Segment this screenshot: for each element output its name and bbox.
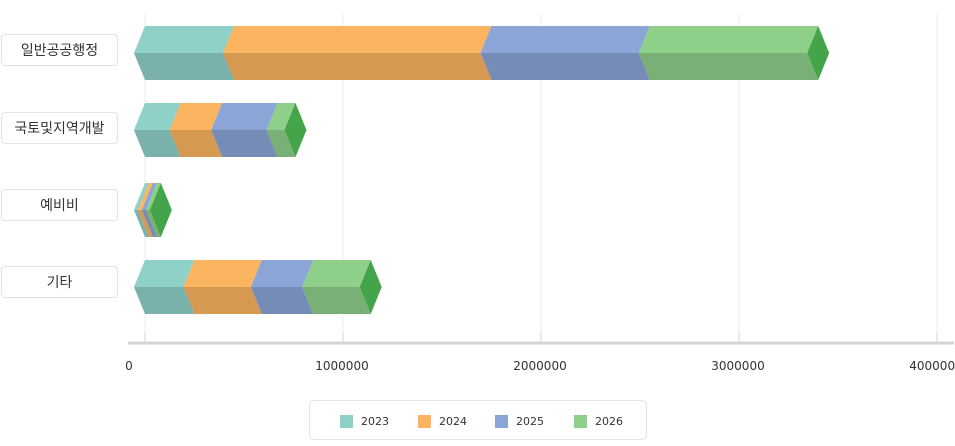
x-tick-label-1: 1000000 (315, 359, 368, 373)
category-label-0: 일반공공행정 (1, 34, 118, 66)
bar-1-2-bottom (211, 130, 278, 157)
bar-2-2-top (141, 183, 157, 210)
legend-swatch-2025 (495, 414, 508, 428)
bar-1-1-top (169, 103, 223, 130)
bar-1-3-bottom (266, 130, 296, 157)
bar-3-3-top (302, 260, 371, 287)
bar-0-end-cap (807, 26, 830, 80)
legend: 2023 2024 2025 2026 (309, 400, 647, 440)
legend-swatch-2023 (340, 414, 353, 428)
category-label-3: 기타 (1, 266, 118, 298)
x-tick-label-4: 4000000 (909, 359, 955, 373)
bar-2-3-top (145, 183, 161, 210)
legend-label-2023: 2023 (361, 414, 389, 428)
bar-1-2-top (211, 103, 278, 130)
bar-0-2-top (480, 26, 650, 53)
x-tick-label-0: 0 (125, 359, 133, 373)
bar-0-1-top (223, 26, 492, 53)
bar-0-3-top (638, 26, 819, 53)
legend-item-2025[interactable]: 2025 (495, 401, 544, 441)
category-label-2: 예비비 (1, 189, 118, 221)
bar-3-1-bottom (183, 287, 262, 314)
x-tick-label-3: 3000000 (711, 359, 764, 373)
bar-3-1-top (183, 260, 262, 287)
bar-0-3-bottom (638, 53, 819, 80)
bar-3-0-bottom (134, 287, 195, 314)
legend-swatch-2026 (574, 414, 587, 428)
bar-1-0-bottom (134, 130, 181, 157)
bar-2-0-bottom (134, 210, 149, 237)
x-tick-label-2: 2000000 (513, 359, 566, 373)
bar-2-3-bottom (145, 210, 161, 237)
bar-3-0-top (134, 260, 195, 287)
bar-0-2-bottom (480, 53, 650, 80)
bar-2-end-cap (149, 183, 172, 237)
bar-2-1-bottom (137, 210, 153, 237)
bar-3-2-top (250, 260, 314, 287)
legend-item-2024[interactable]: 2024 (418, 401, 467, 441)
bar-1-end-cap (284, 103, 307, 157)
legend-label-2026: 2026 (595, 414, 623, 428)
bar-1-1-bottom (169, 130, 223, 157)
legend-label-2024: 2024 (439, 414, 467, 428)
bar-2-2-bottom (141, 210, 157, 237)
legend-swatch-2024 (418, 414, 431, 428)
bar-3-2-bottom (250, 287, 314, 314)
bar-2-0-top (134, 183, 149, 210)
legend-item-2023[interactable]: 2023 (340, 401, 389, 441)
bar-1-3-top (266, 103, 296, 130)
bar-0-0-top (134, 26, 235, 53)
category-label-1: 국토및지역개발 (1, 112, 118, 144)
legend-item-2026[interactable]: 2026 (574, 401, 623, 441)
bar-0-0-bottom (134, 53, 235, 80)
bar-0-1-bottom (223, 53, 492, 80)
bar-1-0-top (134, 103, 181, 130)
legend-label-2025: 2025 (516, 414, 544, 428)
bar-3-end-cap (359, 260, 382, 314)
bar-2-1-top (137, 183, 153, 210)
bar-3-3-bottom (302, 287, 371, 314)
